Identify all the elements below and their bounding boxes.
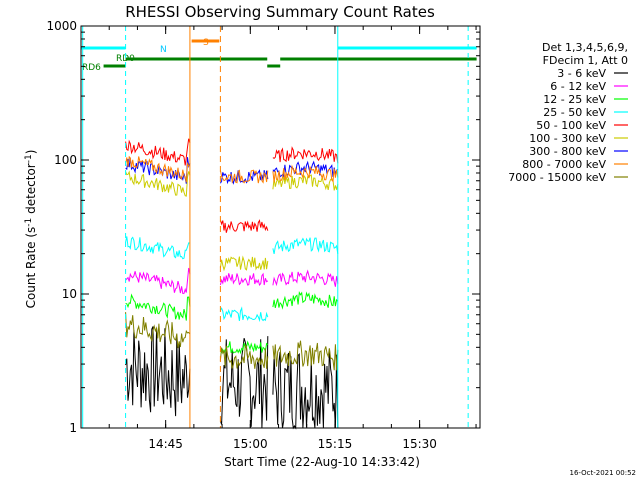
x-axis-label: Start Time (22-Aug-10 14:33:42): [224, 455, 420, 469]
x-tick-label: 15:00: [233, 437, 268, 451]
y-tick-label: 1: [69, 421, 77, 435]
legend-entry-label: 25 - 50 keV: [543, 106, 606, 119]
y-axis-label-part1: Count Rate (s: [24, 227, 38, 309]
y-axis-label-sup2: -1: [24, 154, 34, 163]
legend-entry-label: 50 - 100 keV: [536, 119, 606, 132]
legend: Det 1,3,4,5,6,9,FDecim 1, Att 03 - 6 keV…: [508, 41, 628, 184]
y-tick-label: 100: [54, 153, 77, 167]
series-line: [125, 155, 339, 184]
series-line: [125, 236, 339, 323]
y-tick-label: 10: [62, 287, 77, 301]
x-tick-label: 15:30: [402, 437, 437, 451]
chart-title: RHESSI Observing Summary Count Rates: [125, 3, 435, 21]
legend-header-line: FDecim 1, Att 0: [543, 54, 628, 67]
flag-label: N: [160, 45, 167, 55]
y-axis-label-sup1: -1: [24, 218, 34, 227]
generation-timestamp: 16-Oct-2021 00:52: [570, 469, 636, 477]
legend-entry-label: 7000 - 15000 keV: [508, 171, 606, 184]
y-axis-label: Count Rate (s-1 detector-1): [24, 150, 38, 309]
y-axis-label-part3: ): [24, 150, 38, 155]
y-axis-label-part2: detector: [24, 163, 38, 218]
series-line: [125, 138, 339, 233]
event-markers: [82, 26, 469, 428]
legend-entry-label: 3 - 6 keV: [557, 67, 606, 80]
flag-label: S: [203, 38, 209, 48]
series-line: [125, 312, 339, 371]
x-axis: 14:45 15:00 15:15 15:30: [108, 26, 477, 451]
legend-entry-label: 100 - 300 keV: [529, 132, 606, 145]
legend-entry-label: 12 - 25 keV: [543, 93, 606, 106]
legend-entry-label: 800 - 7000 keV: [522, 158, 606, 171]
legend-entry-label: 6 - 12 keV: [550, 80, 606, 93]
plot-frame: [80, 25, 481, 429]
y-axis: 1 10 100 1000: [46, 19, 480, 435]
attenuator-flags: RD6 RD0 N S: [81, 38, 477, 73]
legend-header-line: Det 1,3,4,5,6,9,: [542, 41, 628, 54]
y-tick-label: 1000: [46, 19, 77, 33]
series-line: [125, 290, 339, 355]
flag-label: RD6: [82, 63, 101, 73]
flag-label: RD0: [116, 54, 135, 64]
legend-entry-label: 300 - 800 keV: [529, 145, 606, 158]
series-line: [125, 267, 339, 295]
x-tick-label: 15:15: [318, 437, 353, 451]
series-layer: [125, 138, 339, 430]
x-tick-label: 14:45: [148, 437, 183, 451]
